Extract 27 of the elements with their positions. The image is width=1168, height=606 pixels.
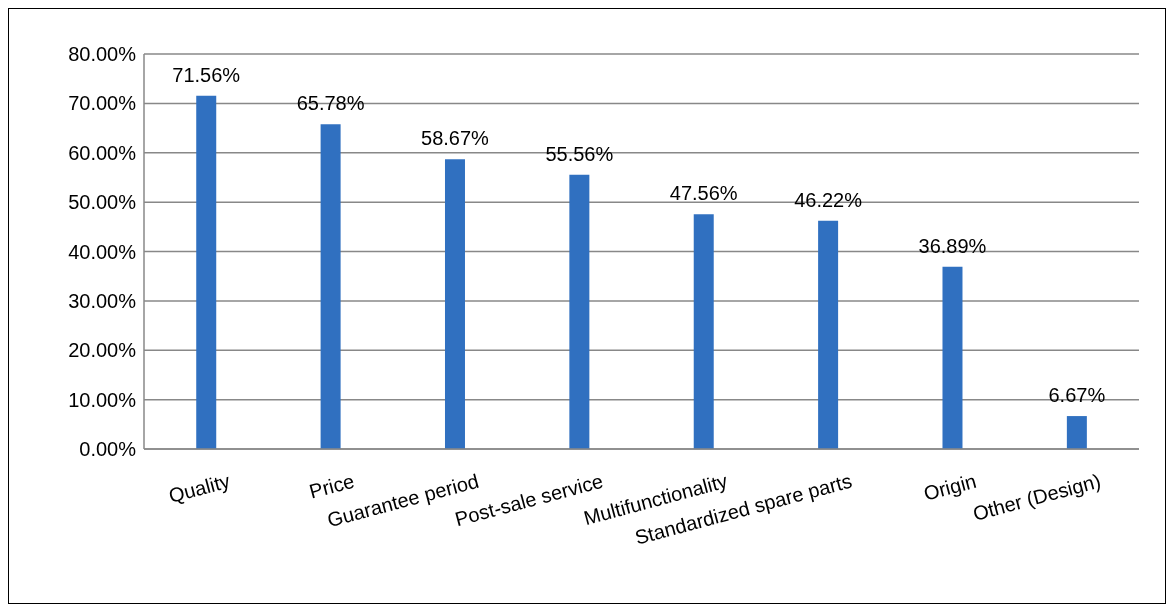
y-tick-label: 80.00% (68, 43, 137, 66)
bar (196, 95, 217, 449)
y-tick-label: 70.00% (68, 92, 137, 115)
data-label: 58.67% (421, 127, 490, 150)
x-tick-label: Origin (921, 469, 979, 505)
y-tick-label: 10.00% (68, 388, 137, 411)
data-label: 55.56% (545, 142, 614, 165)
y-tick-label: 60.00% (68, 141, 137, 164)
y-tick-label: 30.00% (68, 289, 137, 312)
data-label: 6.67% (1048, 384, 1106, 407)
bar (942, 266, 963, 449)
y-tick-label: 50.00% (68, 191, 137, 214)
y-tick-label: 20.00% (68, 339, 137, 362)
data-label: 47.56% (669, 182, 738, 205)
x-tick-label: Quality (166, 469, 233, 507)
bar (818, 220, 839, 449)
data-label: 71.56% (172, 63, 241, 86)
y-tick-label: 40.00% (68, 240, 137, 263)
bar (1066, 416, 1087, 449)
data-label: 46.22% (794, 188, 863, 211)
data-label: 65.78% (296, 92, 365, 115)
data-label: 36.89% (918, 234, 987, 257)
bar (693, 214, 714, 449)
bar (320, 124, 341, 449)
bar (444, 159, 465, 449)
bar (569, 174, 590, 449)
y-tick-label: 0.00% (79, 438, 137, 461)
